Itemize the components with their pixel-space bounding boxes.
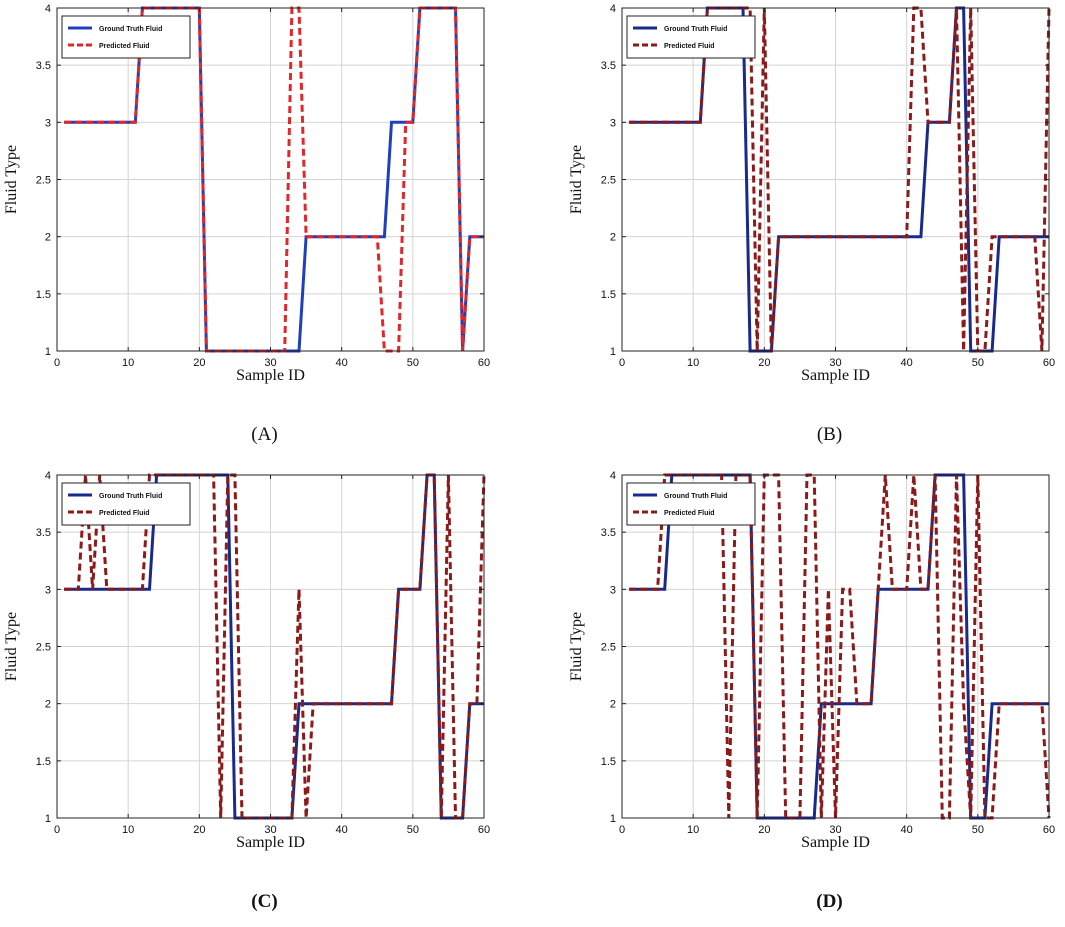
legend-label: Predicted Fluid <box>664 43 715 50</box>
y-tick-label: 1 <box>610 346 616 358</box>
y-tick-label: 1.5 <box>601 756 616 768</box>
x-tick-label: 20 <box>193 357 205 369</box>
x-tick-label: 0 <box>619 824 625 836</box>
chart-panel-b: 0 10 20 30 40 50 60 1 1.5 2 2.5 3 3.5 4 Sample ID Fluid… <box>565 0 1065 455</box>
y-tick-label: 1 <box>610 813 616 825</box>
x-axis-label: Sample ID <box>801 367 870 384</box>
series-line-predicted <box>629 6 1051 353</box>
legend-label: Predicted Fluid <box>664 510 715 517</box>
x-tick-label: 30 <box>264 824 276 836</box>
x-axis-label: Sample ID <box>236 367 305 384</box>
x-tick-label: 40 <box>901 824 913 836</box>
chart-svg-b: 0 10 20 30 40 50 60 1 1.5 2 2.5 3 3.5 4 Sample ID Fluid… <box>568 3 1055 445</box>
y-tick-label: 1.5 <box>601 289 616 301</box>
y-tick-label: 4 <box>45 3 51 15</box>
chart-svg-c: 0 10 20 30 40 50 60 1 1.5 2 2.5 3 3.5 4 Sample ID Fluid… <box>3 470 490 912</box>
x-tick-label: 20 <box>758 824 770 836</box>
chart-panel-c: 0 10 20 30 40 50 60 1 1.5 2 2.5 3 3.5 4 Sample ID Fluid… <box>0 467 500 927</box>
y-tick-label: 4 <box>610 3 616 15</box>
x-tick-label: 60 <box>1043 357 1055 369</box>
legend: Ground Truth Fluid Predicted Fluid <box>626 482 756 526</box>
y-tick-label: 1 <box>45 813 51 825</box>
x-tick-label: 60 <box>478 824 490 836</box>
y-tick-label: 3 <box>610 117 616 129</box>
chart-panel-d: 0 10 20 30 40 50 60 1 1.5 2 2.5 3 3.5 4 Sample ID Fluid… <box>565 467 1065 927</box>
y-tick-label: 1.5 <box>36 756 51 768</box>
y-tick-label: 2.5 <box>601 175 616 187</box>
x-tick-label: 30 <box>829 824 841 836</box>
x-tick-label: 20 <box>758 357 770 369</box>
legend-box <box>626 15 756 59</box>
x-tick-label: 40 <box>336 357 348 369</box>
panel-caption: (C) <box>251 891 277 912</box>
y-tick-label: 3.5 <box>36 527 51 539</box>
x-tick-label: 0 <box>619 357 625 369</box>
legend-box <box>626 482 756 526</box>
x-tick-label: 50 <box>972 824 984 836</box>
x-tick-label: 10 <box>687 824 699 836</box>
x-tick-label: 30 <box>264 357 276 369</box>
y-tick-label: 3 <box>45 117 51 129</box>
y-tick-label: 4 <box>610 470 616 482</box>
x-tick-label: 60 <box>478 357 490 369</box>
legend-label: Ground Truth Fluid <box>99 26 162 33</box>
x-tick-label: 20 <box>193 824 205 836</box>
y-tick-label: 2 <box>45 232 51 244</box>
legend-label: Predicted Fluid <box>99 510 150 517</box>
x-tick-label: 50 <box>407 357 419 369</box>
y-axis-label: Fluid Type <box>3 145 20 214</box>
x-tick-label: 0 <box>54 357 60 369</box>
legend-box <box>61 15 191 59</box>
panel-caption: (B) <box>817 424 842 445</box>
y-tick-label: 1 <box>45 346 51 358</box>
x-tick-label: 10 <box>687 357 699 369</box>
panel-caption: (A) <box>251 424 277 445</box>
x-tick-label: 10 <box>122 824 134 836</box>
y-tick-label: 3 <box>610 584 616 596</box>
x-tick-label: 0 <box>54 824 60 836</box>
y-axis-label: Fluid Type <box>3 612 20 681</box>
y-tick-label: 3.5 <box>601 527 616 539</box>
x-axis-label: Sample ID <box>236 834 305 851</box>
y-tick-label: 2 <box>610 232 616 244</box>
y-tick-label: 4 <box>45 470 51 482</box>
legend-box <box>61 482 191 526</box>
y-tick-label: 2.5 <box>36 642 51 654</box>
panel-caption: (D) <box>816 891 842 912</box>
x-tick-label: 50 <box>407 824 419 836</box>
legend: Ground Truth Fluid Predicted Fluid <box>61 15 191 59</box>
x-tick-label: 40 <box>901 357 913 369</box>
x-tick-label: 10 <box>122 357 134 369</box>
y-tick-label: 3.5 <box>36 60 51 72</box>
x-tick-label: 60 <box>1043 824 1055 836</box>
y-tick-label: 2 <box>45 699 51 711</box>
y-axis-label: Fluid Type <box>568 145 585 214</box>
chart-svg-a: 0 10 20 30 40 50 60 1 1.5 2 2.5 3 3.5 4 Sample ID Fluid… <box>3 3 490 445</box>
x-tick-label: 40 <box>336 824 348 836</box>
x-tick-label: 30 <box>829 357 841 369</box>
y-tick-label: 2.5 <box>601 642 616 654</box>
y-tick-label: 1.5 <box>36 289 51 301</box>
y-tick-label: 2.5 <box>36 175 51 187</box>
y-tick-label: 3.5 <box>601 60 616 72</box>
x-axis-label: Sample ID <box>801 834 870 851</box>
chart-panel-a: 0 10 20 30 40 50 60 1 1.5 2 2.5 3 3.5 4 Sample ID Fluid… <box>0 0 500 455</box>
y-axis-label: Fluid Type <box>568 612 585 681</box>
chart-svg-d: 0 10 20 30 40 50 60 1 1.5 2 2.5 3 3.5 4 Sample ID Fluid… <box>568 470 1055 912</box>
legend-label: Ground Truth Fluid <box>664 26 727 33</box>
legend: Ground Truth Fluid Predicted Fluid <box>626 15 756 59</box>
legend-label: Ground Truth Fluid <box>664 493 727 500</box>
x-tick-label: 50 <box>972 357 984 369</box>
legend-label: Ground Truth Fluid <box>99 493 162 500</box>
legend-label: Predicted Fluid <box>99 43 150 50</box>
legend: Ground Truth Fluid Predicted Fluid <box>61 482 191 526</box>
y-tick-label: 3 <box>45 584 51 596</box>
series-line-predicted <box>64 6 484 353</box>
y-tick-label: 2 <box>610 699 616 711</box>
